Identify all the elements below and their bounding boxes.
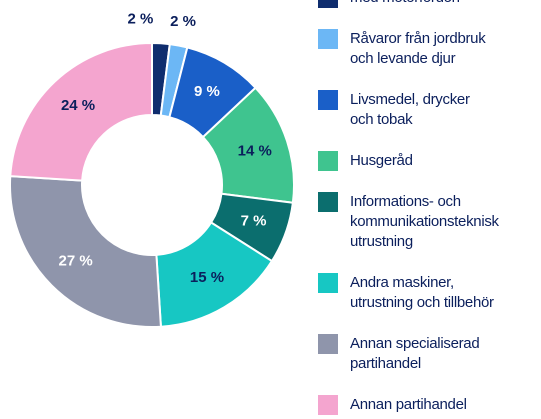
legend-swatch bbox=[318, 192, 338, 212]
legend-label: utrustning bbox=[350, 233, 413, 250]
legend-label: Råvaror från jordbruk bbox=[350, 30, 486, 47]
donut-slice bbox=[9, 175, 162, 328]
legend-swatch bbox=[318, 90, 338, 110]
legend-label: och tobak bbox=[350, 111, 413, 128]
value-label: 2 % bbox=[170, 13, 196, 30]
value-label: 14 % bbox=[238, 143, 272, 160]
legend-swatch bbox=[318, 395, 338, 415]
donut-slice bbox=[9, 41, 153, 182]
legend-swatch bbox=[318, 0, 338, 8]
legend-label: Andra maskiner, bbox=[350, 274, 454, 291]
value-label: 24 % bbox=[61, 97, 95, 114]
value-label: 9 % bbox=[194, 83, 220, 100]
value-label: 15 % bbox=[190, 269, 224, 286]
legend-label: Annan specialiserad bbox=[350, 335, 479, 352]
legend-label: utrustning och tillbehör bbox=[350, 294, 494, 311]
legend-label: Annan partihandel bbox=[350, 396, 467, 413]
legend-label: partihandel bbox=[350, 355, 421, 372]
legend-swatch bbox=[318, 151, 338, 171]
legend-swatch bbox=[318, 29, 338, 49]
legend-label: Husgeråd bbox=[350, 152, 413, 169]
legend-label: och levande djur bbox=[350, 50, 456, 67]
legend-label: Livsmedel, drycker bbox=[350, 91, 470, 108]
legend-swatch bbox=[318, 334, 338, 354]
value-label: 27 % bbox=[59, 252, 93, 269]
value-label: 2 % bbox=[127, 10, 153, 27]
legend-label: kommunikationsteknisk bbox=[350, 213, 500, 230]
legend-label: med motorfordon bbox=[350, 0, 460, 6]
value-label: 7 % bbox=[241, 213, 267, 230]
legend-label: Informations- och bbox=[350, 193, 461, 210]
legend-swatch bbox=[318, 273, 338, 293]
